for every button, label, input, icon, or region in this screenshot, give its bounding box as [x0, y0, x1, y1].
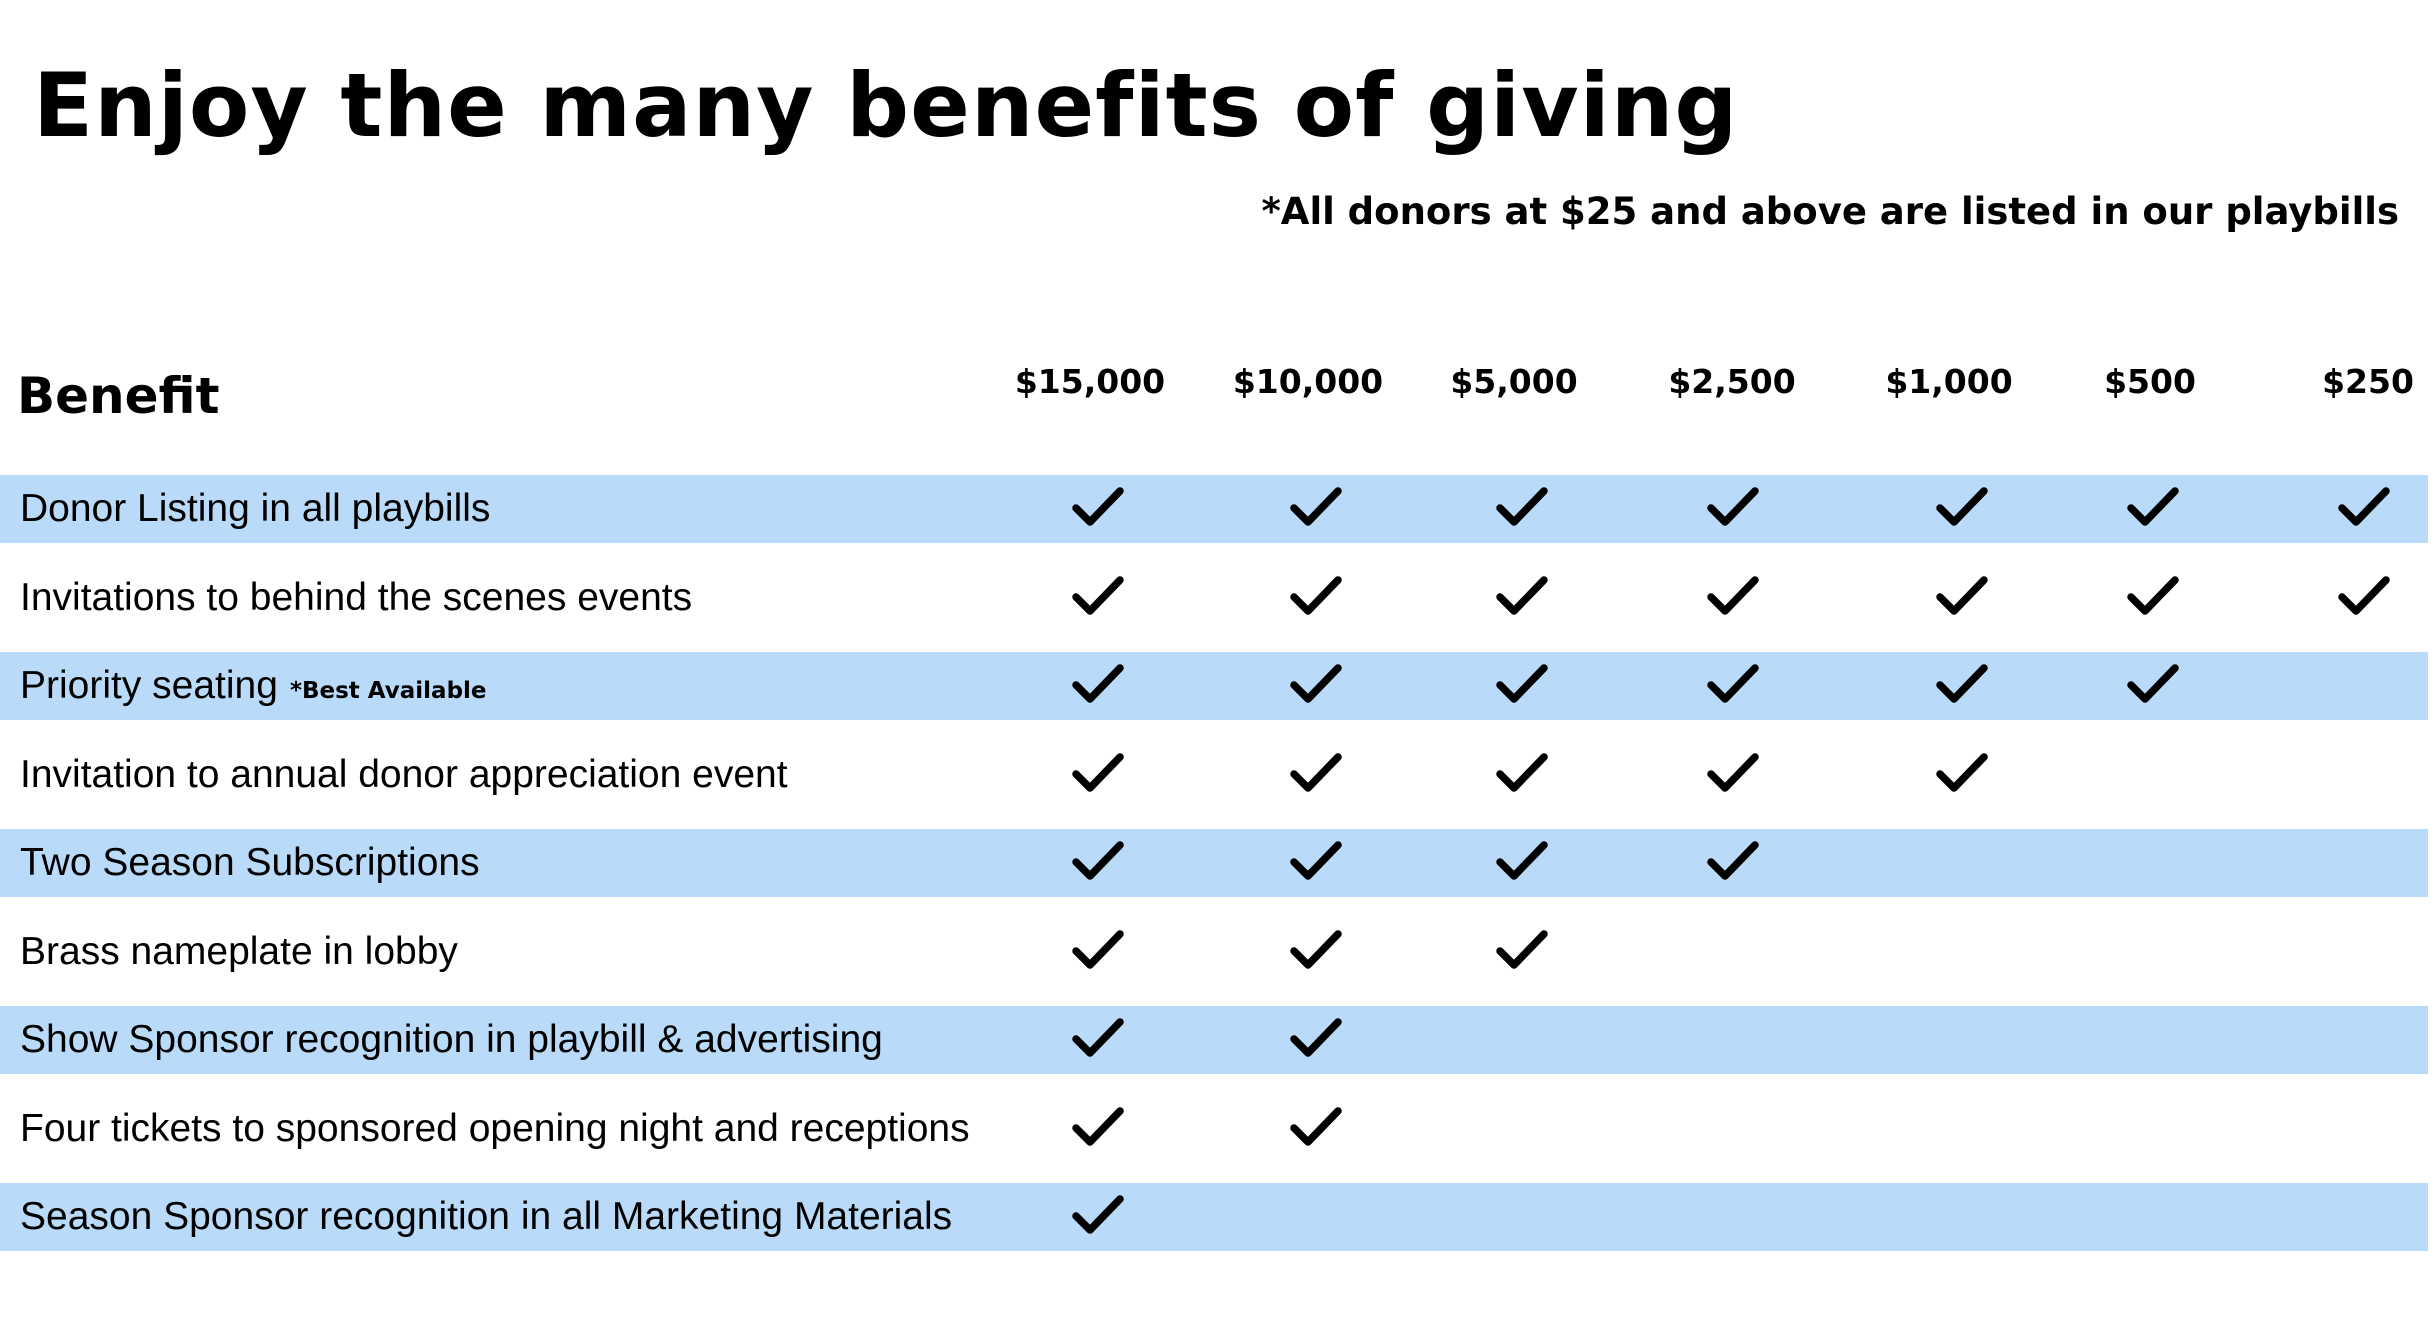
- benefit-row: Brass nameplate in lobby: [0, 918, 2428, 986]
- tier-header: $2,500: [1668, 362, 1796, 401]
- benefit-row: Season Sponsor recognition in all Market…: [0, 1183, 2428, 1251]
- benefit-label-text: Invitation to annual donor appreciation …: [20, 753, 788, 796]
- tier-header: $5,000: [1450, 362, 1578, 401]
- benefit-label: Invitation to annual donor appreciation …: [20, 741, 788, 809]
- benefit-row: Four tickets to sponsored opening night …: [0, 1095, 2428, 1163]
- benefit-row: Show Sponsor recognition in playbill & a…: [0, 1006, 2428, 1074]
- check-icon: [1290, 753, 1342, 792]
- check-icon: [1072, 930, 1124, 969]
- benefit-label: Show Sponsor recognition in playbill & a…: [20, 1006, 883, 1074]
- playbill-listing-note: *All donors at $25 and above are listed …: [1261, 190, 2399, 233]
- check-icon: [2127, 576, 2179, 615]
- check-icon: [2338, 576, 2390, 615]
- check-icon: [2127, 487, 2179, 526]
- check-icon: [1936, 576, 1988, 615]
- benefit-row: Invitations to behind the scenes events: [0, 564, 2428, 632]
- check-icon: [1072, 1195, 1124, 1234]
- check-icon: [1072, 576, 1124, 615]
- benefit-label-text: Donor Listing in all playbills: [20, 487, 491, 530]
- benefit-label: Donor Listing in all playbills: [20, 475, 490, 543]
- benefit-label-text: Season Sponsor recognition in all Market…: [20, 1195, 953, 1238]
- check-icon: [1936, 487, 1988, 526]
- check-icon: [1936, 753, 1988, 792]
- check-icon: [1496, 576, 1548, 615]
- benefit-note: *Best Available: [289, 678, 487, 704]
- benefit-column-heading: Benefit: [17, 367, 220, 425]
- benefit-label: Season Sponsor recognition in all Market…: [20, 1183, 952, 1251]
- check-icon: [1496, 841, 1548, 880]
- check-icon: [1290, 930, 1342, 969]
- check-icon: [1290, 1107, 1342, 1146]
- benefit-row: Priority seating *Best Available: [0, 652, 2428, 720]
- benefit-label-text: Two Season Subscriptions: [20, 841, 480, 884]
- check-icon: [1496, 930, 1548, 969]
- check-icon: [2127, 664, 2179, 703]
- benefit-label: Brass nameplate in lobby: [20, 918, 458, 986]
- benefit-label-text: Invitations to behind the scenes events: [20, 576, 693, 619]
- check-icon: [1936, 664, 1988, 703]
- benefit-label-text: Priority seating: [20, 664, 278, 707]
- check-icon: [1072, 664, 1124, 703]
- tier-header: $10,000: [1232, 362, 1384, 401]
- benefit-label: Priority seating *Best Available: [20, 652, 487, 720]
- benefit-row: Donor Listing in all playbills: [0, 475, 2428, 543]
- check-icon: [1072, 1107, 1124, 1146]
- benefit-row: Two Season Subscriptions: [0, 829, 2428, 897]
- benefit-label: Four tickets to sponsored opening night …: [20, 1095, 970, 1163]
- check-icon: [1707, 664, 1759, 703]
- check-icon: [1496, 664, 1548, 703]
- check-icon: [1290, 841, 1342, 880]
- check-icon: [1707, 487, 1759, 526]
- check-icon: [1072, 1018, 1124, 1057]
- page-title: Enjoy the many benefits of giving: [33, 54, 1739, 157]
- check-icon: [1290, 664, 1342, 703]
- benefit-label-text: Show Sponsor recognition in playbill & a…: [20, 1018, 883, 1061]
- check-icon: [2338, 487, 2390, 526]
- benefit-row: Invitation to annual donor appreciation …: [0, 741, 2428, 809]
- tier-header: $15,000: [1014, 362, 1166, 401]
- check-icon: [1072, 487, 1124, 526]
- check-icon: [1707, 841, 1759, 880]
- check-icon: [1707, 576, 1759, 615]
- benefit-label-text: Four tickets to sponsored opening night …: [20, 1107, 970, 1150]
- benefit-label-text: Brass nameplate in lobby: [20, 930, 458, 973]
- check-icon: [1072, 841, 1124, 880]
- check-icon: [1496, 753, 1548, 792]
- benefit-label: Two Season Subscriptions: [20, 829, 480, 897]
- check-icon: [1707, 753, 1759, 792]
- tier-header: $1,000: [1885, 362, 2013, 401]
- check-icon: [1072, 753, 1124, 792]
- tier-header: $250: [2322, 362, 2414, 401]
- check-icon: [1290, 576, 1342, 615]
- check-icon: [1290, 487, 1342, 526]
- check-icon: [1290, 1018, 1342, 1057]
- benefit-label: Invitations to behind the scenes events: [20, 564, 692, 632]
- tier-header: $500: [2104, 362, 2196, 401]
- check-icon: [1496, 487, 1548, 526]
